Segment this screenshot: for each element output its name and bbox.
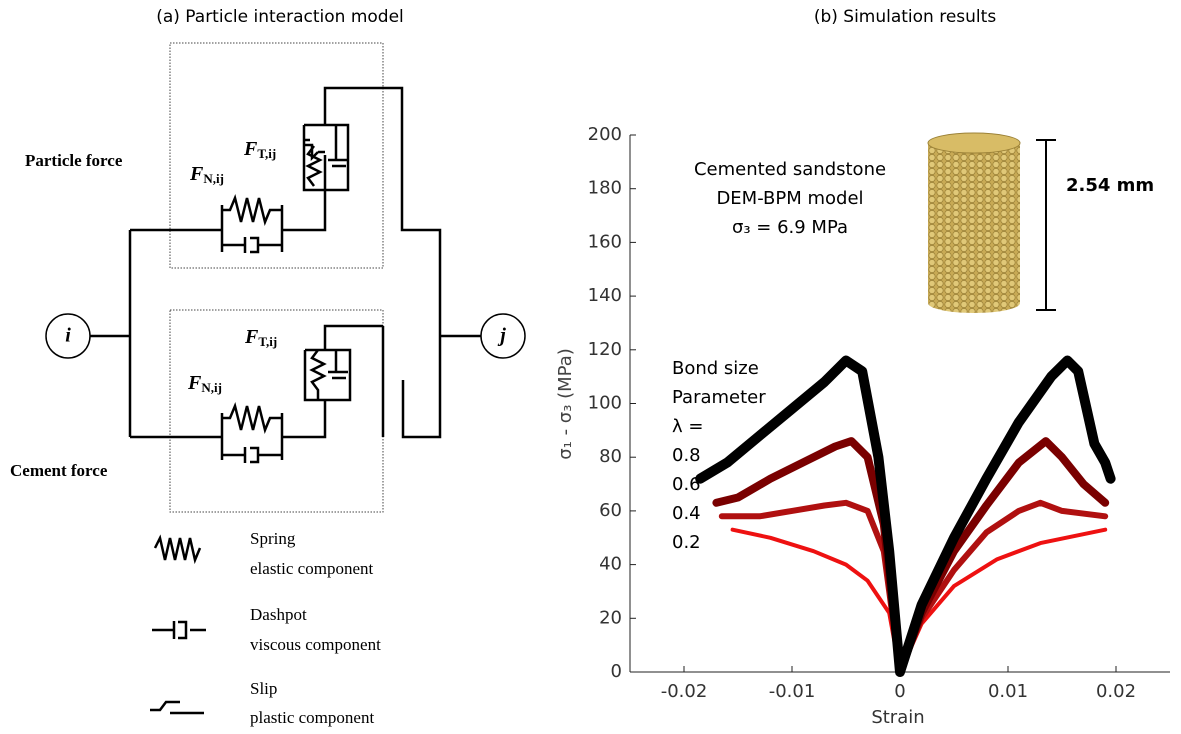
force-label: FN,ij [187,372,222,395]
x-tick-label: -0.01 [769,681,816,702]
annotation: Cemented sandstone [694,159,886,180]
force-label: FN,ij [189,163,224,186]
x-tick-label: 0 [894,681,905,702]
y-axis-label: σ₁ - σ₃ (MPa) [555,348,576,460]
y-tick-label: 120 [588,339,622,360]
force-symbol: F [243,138,258,160]
force-subscript: T,ij [257,146,276,161]
diagram-title: (a) Particle interaction model [156,7,404,27]
annotation: DEM-BPM model [716,188,863,209]
legend-description: elastic component [250,559,373,578]
scale-label: 2.54 mm [1066,175,1154,196]
legend-entry: 0.2 [672,532,701,553]
legend-title: Bond size [672,358,759,379]
legend-description: plastic component [250,708,374,727]
y-tick-label: 180 [588,178,622,199]
scale-bar [1036,140,1056,310]
y-tick-label: 40 [599,554,622,575]
x-tick-label: 0.02 [1096,681,1136,702]
legend-entry: 0.4 [672,503,701,524]
cement-force-label: Cement force [10,461,108,480]
y-tick-label: 140 [588,285,622,306]
legend-description: viscous component [250,635,381,654]
y-tick-label: 200 [588,124,622,145]
wires [90,88,481,463]
node-label: i [65,325,71,347]
force-subscript: N,ij [203,171,224,186]
legend-title: Parameter [672,387,766,408]
x-tick-label: 0.01 [988,681,1028,702]
x-axis-label: Strain [871,707,924,728]
y-tick-label: 20 [599,607,622,628]
dashpot-icon [152,621,206,639]
figure: (a) Particle interaction model Particle … [0,0,1181,734]
force-label: FT,ij [244,326,277,349]
legend-entry: 0.8 [672,445,701,466]
force-labels: FT,ij FN,ij FT,ij FN,ij [187,138,277,395]
component-legend: Spring elastic component Dashpot viscous… [150,529,381,727]
specimen [928,133,1020,313]
force-symbol: F [189,163,204,185]
y-tick-label: 100 [588,393,622,414]
force-subscript: T,ij [258,334,277,349]
annotation: σ₃ = 6.9 MPa [732,217,848,238]
legend-title: λ = [672,416,703,437]
force-symbol: F [187,372,202,394]
particle-box [170,43,383,268]
y-tick-label: 0 [611,661,622,682]
spring-icon [155,538,200,560]
y-tick-label: 80 [599,446,622,467]
y-tick-label: 160 [588,231,622,252]
chart-title: (b) Simulation results [814,7,997,27]
force-subscript: N,ij [201,380,222,395]
slip-icon [150,702,204,713]
chart: (b) Simulation results Strain σ₁ - σ₃ (M… [555,7,1170,728]
legend-entry: 0.6 [672,474,701,495]
legend-name: Spring [250,529,296,548]
legend-name: Slip [250,679,277,698]
y-tick-label: 60 [599,500,622,521]
force-label: FT,ij [243,138,276,161]
legend-name: Dashpot [250,605,307,624]
diagram: (a) Particle interaction model Particle … [10,7,525,727]
particle-force-label: Particle force [25,151,123,170]
x-tick-label: -0.02 [661,681,708,702]
force-symbol: F [244,326,259,348]
